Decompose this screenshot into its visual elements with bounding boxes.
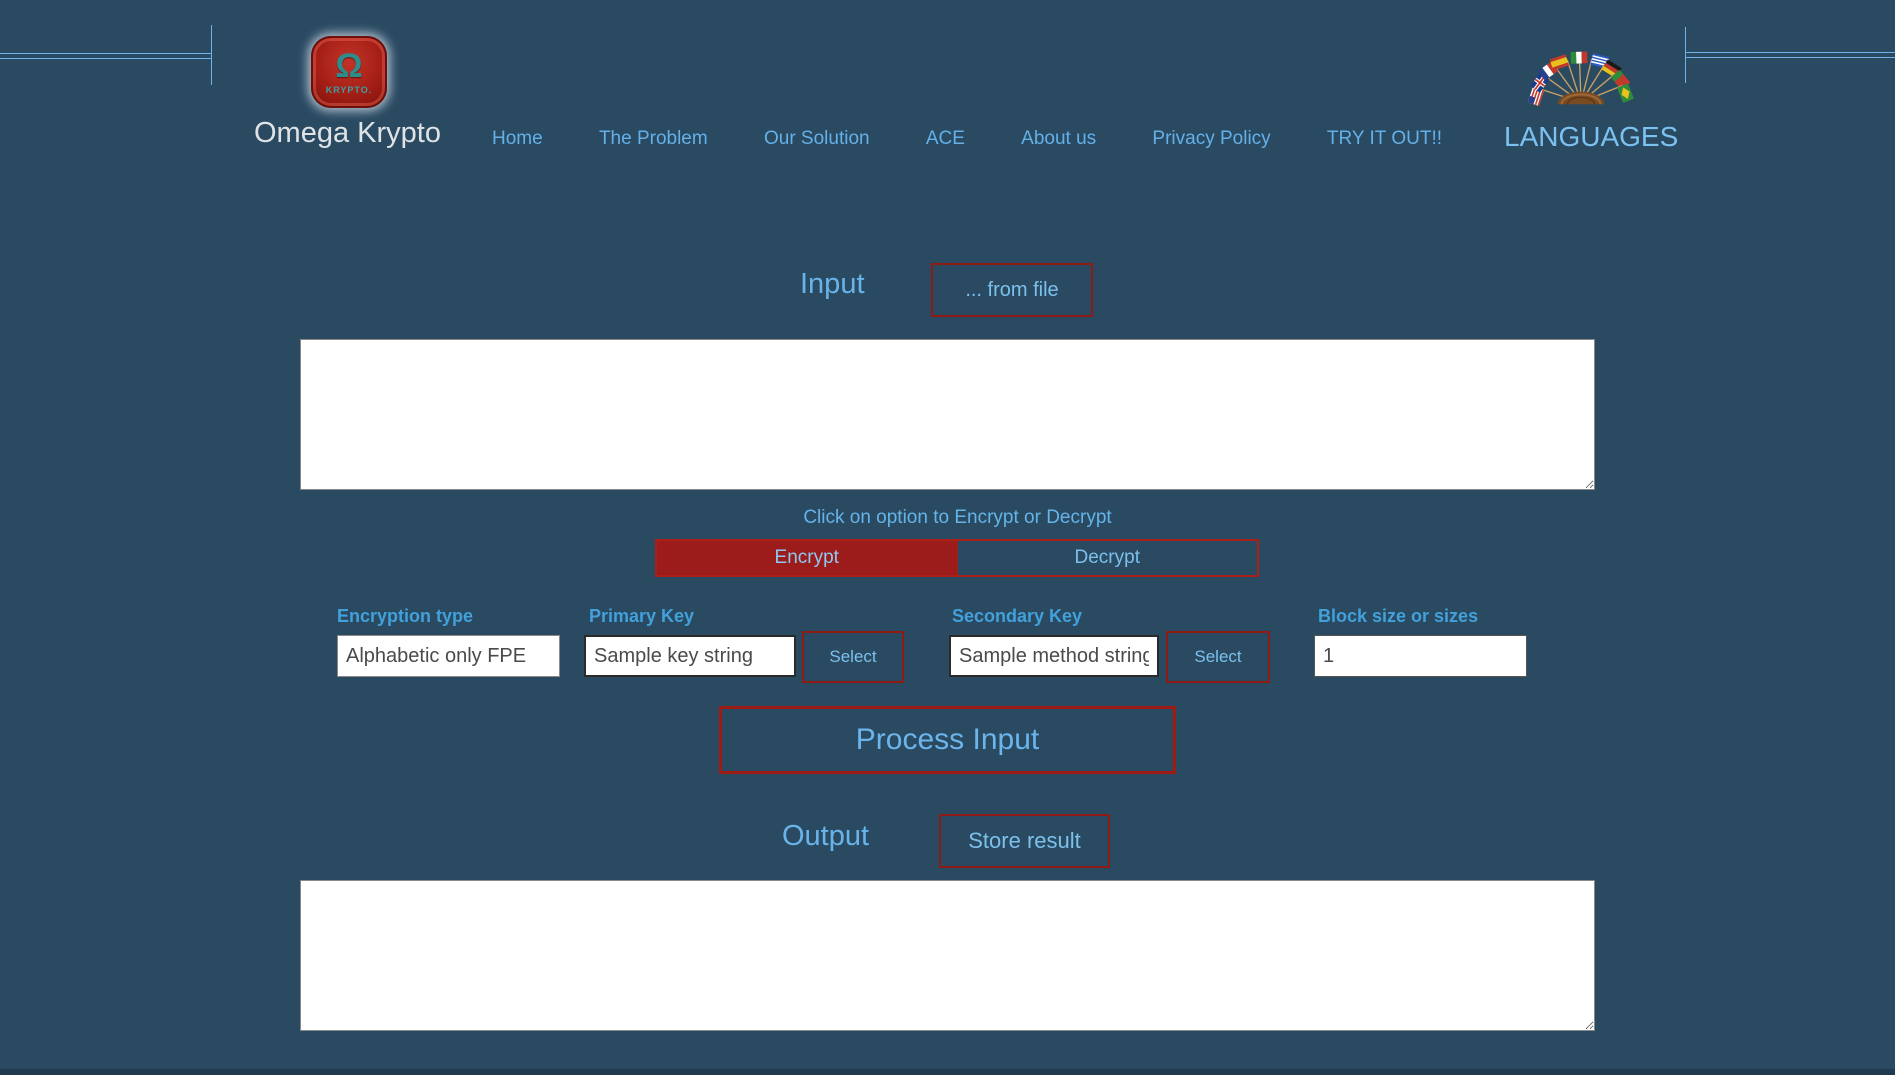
nav-item-try-it-out[interactable]: TRY IT OUT!! xyxy=(1326,128,1442,149)
deco-line-top-right-v xyxy=(1685,27,1686,83)
languages-label[interactable]: LANGUAGES xyxy=(1504,121,1679,152)
input-textarea[interactable] xyxy=(300,339,1595,490)
process-input-button[interactable]: Process Input xyxy=(719,706,1176,774)
encrypt-decrypt-toggle: Encrypt Decrypt xyxy=(655,539,1259,577)
secondary-key-label: Secondary Key xyxy=(952,606,1083,626)
footer-strip xyxy=(0,1069,1895,1075)
input-section-title: Input xyxy=(800,268,865,300)
primary-key-select-button[interactable]: Select xyxy=(802,631,904,683)
output-textarea[interactable] xyxy=(300,880,1595,1031)
encryption-type-input[interactable] xyxy=(337,635,560,677)
mode-instruction: Click on option to Encrypt or Decrypt xyxy=(803,507,1112,528)
nav-item-the-problem[interactable]: The Problem xyxy=(598,128,708,149)
deco-line-top-right-h2 xyxy=(1685,57,1895,58)
block-size-label: Block size or sizes xyxy=(1318,606,1479,626)
omega-glyph: Ω xyxy=(335,47,363,85)
primary-key-label: Primary Key xyxy=(589,606,695,626)
from-file-button[interactable]: ... from file xyxy=(931,263,1093,317)
block-size-input[interactable] xyxy=(1314,635,1527,677)
encrypt-option[interactable]: Encrypt xyxy=(657,541,957,575)
primary-key-input[interactable] xyxy=(584,635,796,677)
nav-item-home[interactable]: Home xyxy=(492,128,543,149)
nav-item-about-us[interactable]: About us xyxy=(1021,128,1097,149)
store-result-button[interactable]: Store result xyxy=(939,814,1110,868)
brand-title: Omega Krypto xyxy=(254,117,441,149)
nav-item-our-solution[interactable]: Our Solution xyxy=(763,128,870,149)
deco-line-top-left-v xyxy=(211,25,212,85)
deco-line-top-right-h1 xyxy=(1685,52,1895,53)
output-section-title: Output xyxy=(782,820,870,852)
deco-line-top-left-h1 xyxy=(0,53,211,54)
encryption-type-label: Encryption type xyxy=(337,606,474,626)
secondary-key-select-button[interactable]: Select xyxy=(1166,631,1270,683)
nav-item-ace[interactable]: ACE xyxy=(925,128,965,149)
nav-item-privacy-policy[interactable]: Privacy Policy xyxy=(1152,128,1271,149)
omega-krypto-logo-icon[interactable]: Ω KRYPTO. xyxy=(311,36,387,108)
languages-flags-icon[interactable] xyxy=(1521,44,1641,112)
main-nav: Home The Problem Our Solution ACE About … xyxy=(492,128,1442,150)
logo-caption: KRYPTO. xyxy=(325,85,373,95)
decrypt-option[interactable]: Decrypt xyxy=(956,541,1258,575)
secondary-key-input[interactable] xyxy=(949,635,1159,677)
deco-line-top-left-h2 xyxy=(0,58,211,59)
